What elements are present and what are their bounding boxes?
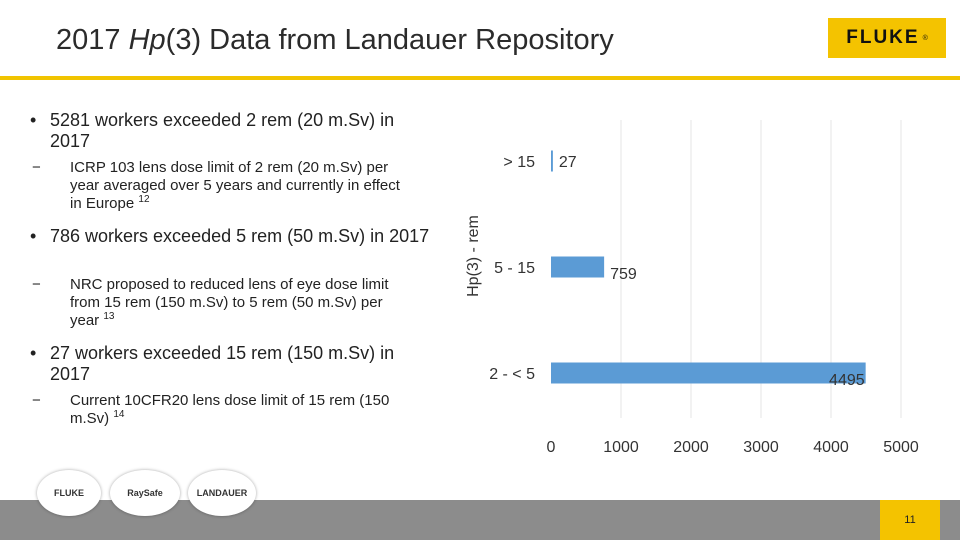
sub-bullet-item: − NRC proposed to reduced lens of eye do… (32, 276, 389, 329)
bullet-icon: • (30, 343, 37, 363)
page-number: 11 (880, 500, 940, 540)
data-label: 27 (559, 154, 577, 171)
category-label: 2 - < 5 (489, 366, 535, 383)
sub-bullet-item: − ICRP 103 lens dose limit of 2 rem (20 … (32, 159, 400, 212)
category-label: > 15 (503, 154, 535, 171)
bullet-item: • 786 workers exceeded 5 rem (50 m.Sv) i… (30, 226, 430, 246)
x-tick-label: 5000 (883, 439, 919, 456)
page-title: 2017 Hp(3) Data from Landauer Repository (56, 24, 614, 56)
partner-logo-fluke: FLUKE (37, 470, 101, 516)
bullet-icon: • (30, 110, 37, 130)
data-label: 759 (610, 266, 637, 283)
dash-icon: − (32, 276, 41, 293)
bar (551, 362, 866, 384)
bar-chart: 0 1000 2000 3000 4000 5000 > 15 27 5 - 15 759 2 - … (465, 120, 919, 456)
x-tick-label: 1000 (603, 439, 639, 456)
sub-bullet-item: − Current 10CFR20 lens dose limit of 15 … (32, 392, 390, 427)
dash-icon: − (32, 392, 41, 409)
x-tick-label: 4000 (813, 439, 849, 456)
x-tick-label: 2000 (673, 439, 709, 456)
dash-icon: − (32, 159, 41, 176)
y-axis-label: Hp(3) - rem (465, 215, 482, 297)
fluke-logo: FLUKE ® (828, 18, 946, 58)
bar (551, 256, 605, 278)
x-tick-label: 3000 (743, 439, 779, 456)
partner-logo-raysafe: RaySafe (110, 470, 180, 516)
bar (551, 150, 553, 172)
partner-logo-landauer: LANDAUER (188, 470, 256, 516)
data-label: 4495 (829, 372, 865, 389)
x-tick-label: 0 (547, 439, 556, 456)
category-label: 5 - 15 (494, 260, 535, 277)
title-rule (0, 76, 960, 80)
bullet-item: • 5281 workers exceeded 2 rem (20 m.Sv) … (30, 110, 395, 151)
bullet-item: • 27 workers exceeded 15 rem (150 m.Sv) … (30, 343, 395, 384)
bullet-icon: • (30, 226, 37, 246)
